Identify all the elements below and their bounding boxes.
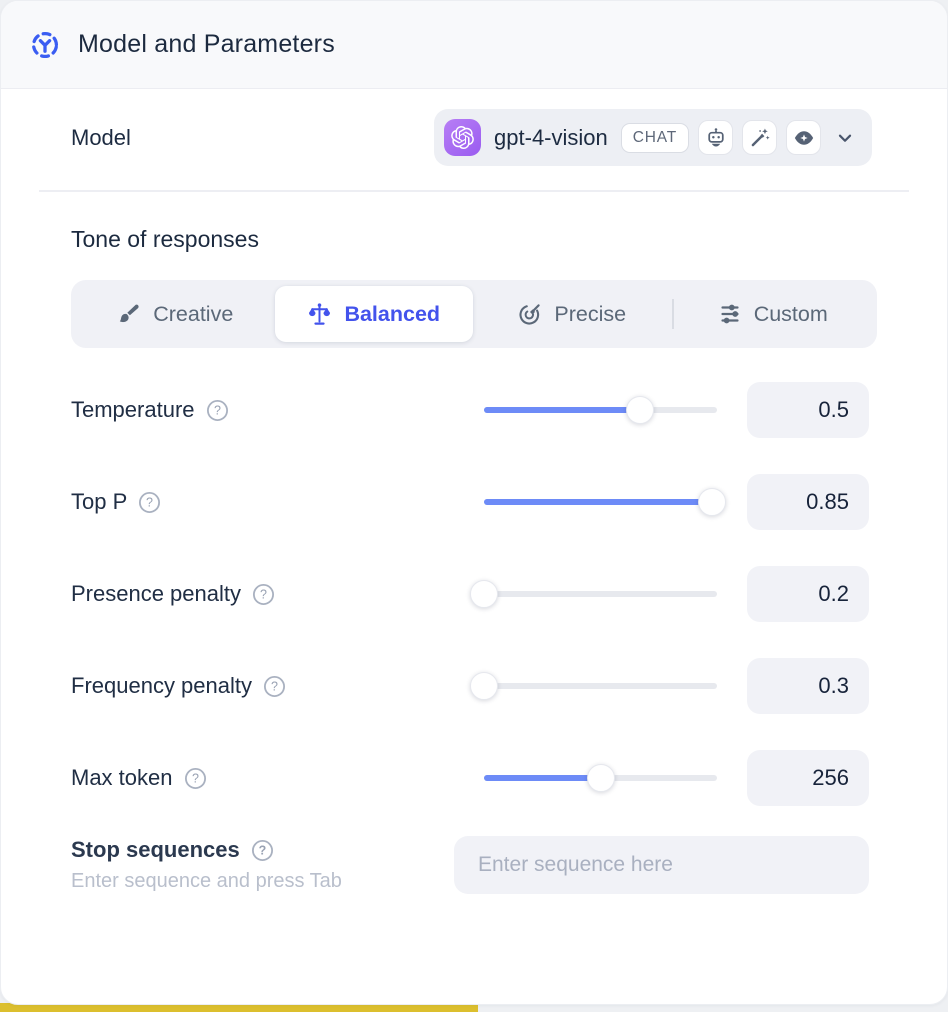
slider-thumb[interactable] — [626, 396, 655, 424]
parameter-row-frequency-penalty: Frequency penalty ? 0.3 — [1, 640, 947, 732]
slider-thumb[interactable] — [698, 488, 727, 516]
background-accent-strip — [0, 1003, 478, 1012]
parameter-row-presence-penalty: Presence penalty ? 0.2 — [1, 548, 947, 640]
help-icon[interactable]: ? — [138, 491, 161, 514]
help-icon[interactable]: ? — [206, 399, 229, 422]
help-icon[interactable]: ? — [184, 767, 207, 790]
slider-track[interactable] — [484, 591, 717, 597]
model-row: Model gpt-4-vision CHAT — [1, 89, 947, 166]
tone-heading: Tone of responses — [71, 226, 259, 252]
temperature-slider[interactable] — [484, 396, 717, 424]
parameter-row-top-p: Top P ? 0.85 — [1, 456, 947, 548]
presence-penalty-slider[interactable] — [470, 580, 717, 608]
presence-penalty-value-field[interactable]: 0.2 — [747, 566, 869, 622]
model-dashed-circle-icon — [29, 29, 61, 61]
parameter-row-temperature: Temperature ? 0.5 — [1, 364, 947, 456]
tone-option-creative[interactable]: Creative — [76, 286, 275, 342]
robot-icon — [698, 120, 733, 155]
parameter-label: Top P — [71, 489, 128, 514]
max-token-value-field[interactable]: 256 — [747, 750, 869, 806]
tone-option-label: Balanced — [344, 301, 441, 326]
svg-text:?: ? — [192, 771, 199, 785]
sliders-icon — [721, 304, 739, 324]
stop-sequence-input[interactable] — [454, 836, 869, 894]
help-icon[interactable]: ? — [252, 583, 275, 606]
parameter-label: Max token — [71, 765, 173, 790]
magic-wand-icon — [742, 120, 777, 155]
temperature-value-field[interactable]: 0.5 — [747, 382, 869, 438]
max-token-slider[interactable] — [484, 764, 717, 792]
slider-thumb[interactable] — [470, 580, 498, 608]
model-label: Model — [71, 124, 131, 150]
svg-text:?: ? — [258, 843, 266, 857]
balance-scale-icon — [309, 302, 331, 325]
parameter-row-max-token: Max token ? 256 — [1, 732, 947, 824]
panel-header: Model and Parameters — [1, 1, 947, 89]
target-dart-icon — [519, 304, 541, 325]
model-select-dropdown[interactable]: gpt-4-vision CHAT — [434, 109, 872, 166]
tone-option-label: Custom — [753, 301, 828, 326]
slider-fill — [484, 407, 641, 413]
top-p-value-field[interactable]: 0.85 — [747, 474, 869, 530]
tone-option-label: Creative — [153, 301, 234, 326]
slider-fill — [484, 499, 713, 505]
section-divider — [39, 190, 909, 192]
help-icon[interactable]: ? — [263, 675, 286, 698]
stop-sequences-helper-text: Enter sequence and press Tab — [71, 870, 342, 892]
openai-logo — [444, 119, 482, 156]
vision-eye-icon — [786, 120, 821, 155]
stop-sequences-row: Stop sequences ? Enter sequence and pres… — [1, 836, 947, 894]
slider-thumb[interactable] — [586, 764, 615, 792]
tone-segmented-control: Creative Balanced — [71, 280, 877, 348]
frequency-penalty-value-field[interactable]: 0.3 — [747, 658, 869, 714]
panel-title: Model and Parameters — [78, 30, 335, 58]
help-icon[interactable]: ? — [251, 839, 274, 862]
segment-divider — [671, 299, 674, 329]
parameter-label: Temperature — [71, 397, 195, 422]
tone-option-precise[interactable]: Precise — [473, 286, 672, 342]
tone-option-label: Precise — [554, 301, 627, 326]
svg-text:?: ? — [260, 587, 267, 601]
slider-fill — [484, 775, 601, 781]
chevron-down-icon — [834, 127, 856, 149]
paintbrush-icon — [120, 304, 139, 323]
selected-model-name: gpt-4-vision — [494, 124, 608, 150]
tone-option-custom[interactable]: Custom — [674, 286, 873, 342]
top-p-slider[interactable] — [484, 488, 727, 516]
slider-thumb[interactable] — [470, 672, 498, 700]
stop-sequences-label: Stop sequences — [71, 837, 240, 862]
frequency-penalty-slider[interactable] — [470, 672, 717, 700]
svg-text:?: ? — [271, 679, 278, 693]
slider-track[interactable] — [484, 683, 717, 689]
svg-text:?: ? — [214, 403, 221, 417]
chat-type-badge: CHAT — [620, 122, 689, 153]
svg-text:?: ? — [146, 495, 153, 509]
parameters-section: Temperature ? 0.5 Top P ? — [1, 364, 947, 824]
parameter-label: Presence penalty — [71, 581, 241, 606]
tone-option-balanced[interactable]: Balanced — [274, 286, 473, 342]
parameter-label: Frequency penalty — [71, 673, 252, 698]
